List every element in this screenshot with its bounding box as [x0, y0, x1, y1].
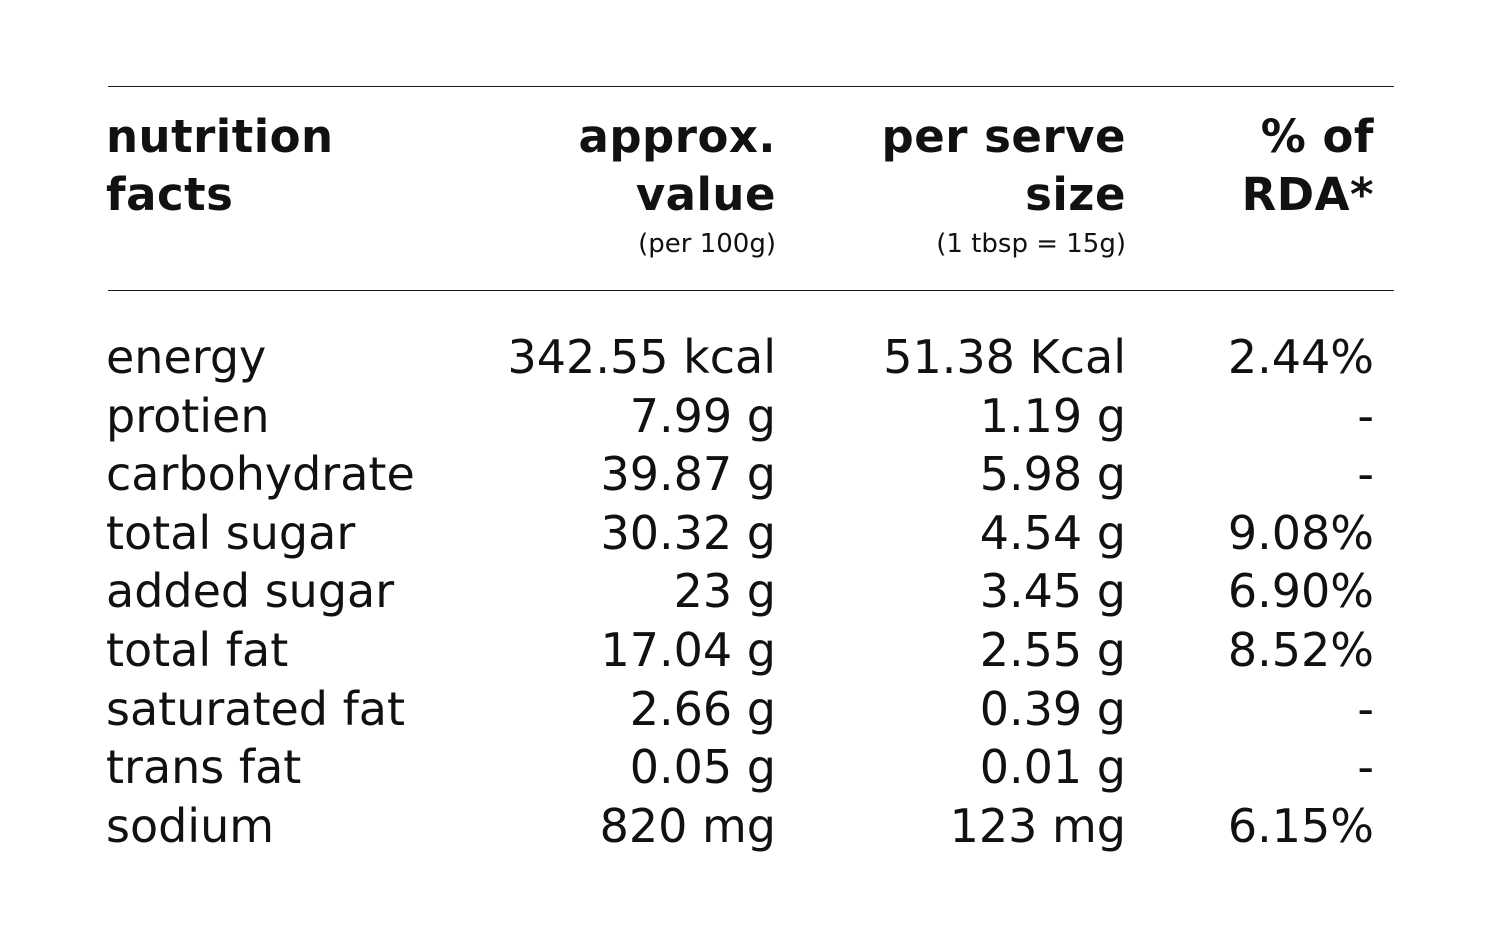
value-per-serve: 1.19 g [979, 388, 1126, 443]
table-row: energy 342.55 kcal 51.38 Kcal 2.44% [0, 328, 1500, 387]
rda-percent: - [1357, 740, 1374, 795]
header-per-serve-size-line2: size [1025, 168, 1126, 221]
value-per-100g: 23 g [673, 564, 776, 619]
nutrient-name: total sugar [106, 505, 356, 560]
value-per-100g: 30.32 g [600, 505, 776, 560]
header-nutrition-facts: nutrition facts [106, 108, 334, 224]
value-per-100g: 0.05 g [629, 740, 776, 795]
table-row: trans fat 0.05 g 0.01 g - [0, 738, 1500, 797]
nutrient-name: energy [106, 330, 267, 384]
table-row: added sugar 23 g 3.45 g 6.90% [0, 562, 1500, 621]
rda-percent: 2.44% [1227, 330, 1374, 384]
table-row: carbohydrate 39.87 g 5.98 g - [0, 445, 1500, 504]
nutrient-name: protien [106, 388, 270, 443]
top-divider [108, 86, 1394, 87]
header-nutrition-facts-line2: facts [106, 168, 234, 221]
header-divider [108, 290, 1394, 291]
header-rda: % of RDA* [1242, 108, 1374, 224]
header-rda-line2: RDA* [1241, 168, 1374, 221]
rda-percent: - [1357, 447, 1374, 502]
header-per-serve-size-sub: (1 tbsp = 15g) [936, 229, 1126, 259]
value-per-100g: 39.87 g [600, 447, 776, 502]
value-per-100g: 2.66 g [629, 681, 776, 736]
rda-percent: 9.08% [1227, 505, 1374, 560]
nutrient-name: sodium [106, 798, 275, 853]
value-per-100g: 820 mg [599, 798, 776, 853]
nutrient-name: added sugar [106, 564, 395, 619]
value-per-serve: 123 mg [949, 798, 1126, 853]
rda-percent: - [1357, 681, 1374, 736]
header-rda-line1: % of [1260, 110, 1374, 163]
header-approx-value: approx. value (per 100g) [578, 108, 776, 264]
value-per-serve: 3.45 g [979, 564, 1126, 619]
value-per-100g: 342.55 kcal [507, 330, 776, 384]
header-approx-value-line2: value [635, 168, 776, 221]
table-row: sodium 820 mg 123 mg 6.15% [0, 797, 1500, 856]
header-approx-value-line1: approx. [578, 110, 776, 163]
nutrient-name: trans fat [106, 740, 302, 795]
table-row: saturated fat 2.66 g 0.39 g - [0, 680, 1500, 739]
value-per-serve: 51.38 Kcal [883, 330, 1126, 384]
value-per-100g: 17.04 g [600, 622, 776, 677]
nutrient-name: saturated fat [106, 681, 406, 736]
value-per-serve: 0.01 g [979, 740, 1126, 795]
rda-percent: - [1357, 388, 1374, 443]
value-per-serve: 4.54 g [979, 505, 1126, 560]
table-row: total fat 17.04 g 2.55 g 8.52% [0, 621, 1500, 680]
value-per-serve: 0.39 g [979, 681, 1126, 736]
rda-percent: 6.90% [1227, 564, 1374, 619]
nutrient-name: total fat [106, 622, 289, 677]
value-per-serve: 5.98 g [979, 447, 1126, 502]
nutrition-table-body: energy 342.55 kcal 51.38 Kcal 2.44% prot… [0, 328, 1500, 855]
header-nutrition-facts-line1: nutrition [106, 110, 334, 163]
header-approx-value-sub: (per 100g) [638, 229, 776, 259]
rda-percent: 8.52% [1227, 622, 1374, 677]
value-per-100g: 7.99 g [629, 388, 776, 443]
table-row: total sugar 30.32 g 4.54 g 9.08% [0, 504, 1500, 563]
value-per-serve: 2.55 g [979, 622, 1126, 677]
nutrient-name: carbohydrate [106, 447, 415, 502]
header-per-serve-size-line1: per serve [881, 110, 1126, 163]
rda-percent: 6.15% [1227, 798, 1374, 853]
header-per-serve-size: per serve size (1 tbsp = 15g) [882, 108, 1126, 264]
table-row: protien 7.99 g 1.19 g - [0, 387, 1500, 446]
